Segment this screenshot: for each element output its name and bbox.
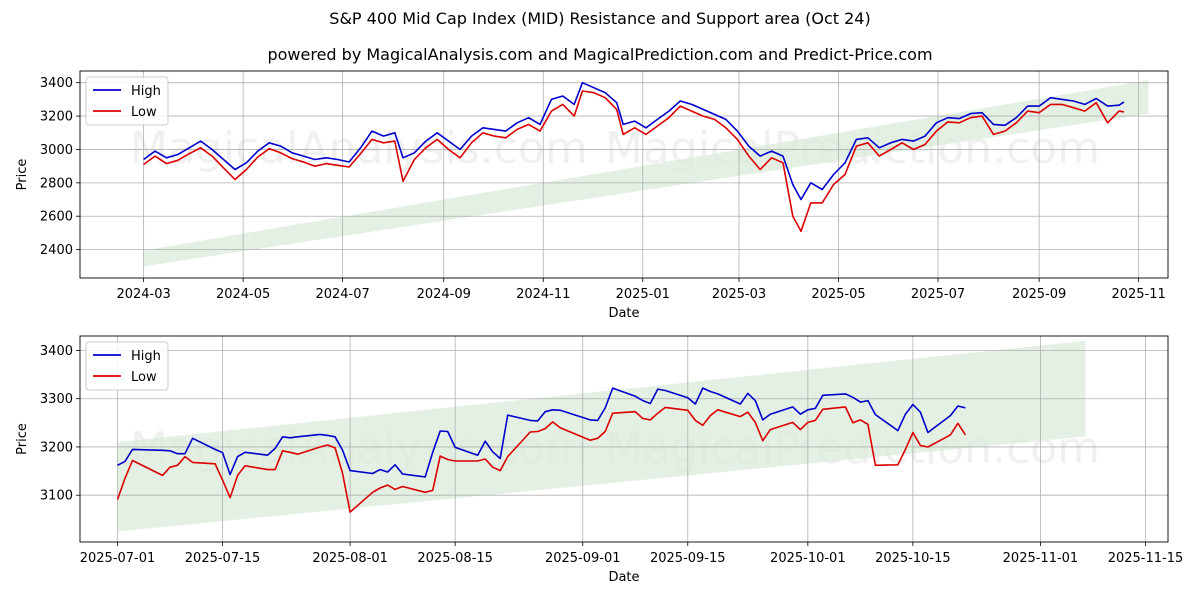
top-legend: High Low xyxy=(85,76,169,126)
bottom-support-resistance-band xyxy=(117,340,1086,532)
top-x-tick-label: 2024-11 xyxy=(516,287,570,302)
chart-subtitle: powered by MagicalAnalysis.com and Magic… xyxy=(267,45,933,64)
top-x-tick-label: 2024-09 xyxy=(417,287,471,302)
bottom-x-axis-label: Date xyxy=(608,570,639,585)
top-x-tick-label: 2025-07 xyxy=(911,287,965,302)
top-y-tick-label: 3400 xyxy=(40,76,73,91)
bottom-legend: High Low xyxy=(85,341,169,391)
top-y-tick-label: 2600 xyxy=(40,210,73,225)
bottom-legend-box xyxy=(85,341,169,391)
top-x-tick-label: 2025-01 xyxy=(616,287,670,302)
top-series-low-line xyxy=(143,90,1125,233)
top-legend-label-high: High xyxy=(131,84,161,99)
bottom-series-low-line xyxy=(116,406,967,513)
bottom-x-tick-label: 2025-08-01 xyxy=(312,551,388,566)
bottom-legend-label-high: High xyxy=(131,349,161,364)
top-watermark-left: MagicalAnalysis.com xyxy=(130,123,588,174)
bottom-y-tick-label: 3200 xyxy=(40,440,73,455)
top-panel: MagicalAnalysis.comMagicalPrediction.com… xyxy=(15,70,1169,321)
top-plot-frame xyxy=(79,70,1169,279)
bottom-x-tick-label: 2025-07-15 xyxy=(185,551,261,566)
bottom-plot-frame xyxy=(79,335,1169,543)
top-y-tick-label: 3200 xyxy=(40,110,73,125)
bottom-y-tick-label: 3100 xyxy=(40,489,73,504)
bottom-x-tick-label: 2025-11-15 xyxy=(1108,551,1184,566)
top-x-tick-label: 2024-05 xyxy=(216,287,270,302)
top-series-high-line xyxy=(143,81,1125,201)
top-x-tick-label: 2025-05 xyxy=(811,287,865,302)
bottom-x-tick-label: 2025-10-01 xyxy=(770,551,846,566)
bottom-y-tick-label: 3300 xyxy=(40,392,73,407)
bottom-x-tick-label: 2025-08-15 xyxy=(417,551,493,566)
top-x-axis-label: Date xyxy=(608,306,639,321)
top-y-tick-label: 2800 xyxy=(40,176,73,191)
top-y-axis-label: Price xyxy=(15,159,30,191)
bottom-x-tick-label: 2025-09-15 xyxy=(650,551,726,566)
top-legend-box xyxy=(85,76,169,126)
top-x-tick-label: 2024-03 xyxy=(116,287,170,302)
top-x-tick-label: 2025-09 xyxy=(1012,287,1066,302)
bottom-legend-label-low: Low xyxy=(131,370,157,385)
top-x-tick-label: 2025-11 xyxy=(1111,287,1165,302)
bottom-series-high-line xyxy=(117,387,966,478)
top-y-tick-label: 3000 xyxy=(40,143,73,158)
bottom-x-tick-label: 2025-10-15 xyxy=(875,551,951,566)
top-legend-label-low: Low xyxy=(131,105,157,120)
bottom-x-tick-label: 2025-11-01 xyxy=(1003,551,1079,566)
bottom-x-tick-label: 2025-09-01 xyxy=(545,551,621,566)
top-y-tick-label: 2400 xyxy=(40,243,73,258)
bottom-panel: MagicalAnalysis.comMagicalPrediction.com… xyxy=(15,335,1184,585)
chart-title: S&P 400 Mid Cap Index (MID) Resistance a… xyxy=(329,9,871,28)
top-support-resistance-band xyxy=(143,80,1149,267)
top-x-tick-label: 2024-07 xyxy=(315,287,369,302)
bottom-x-tick-label: 2025-07-01 xyxy=(80,551,156,566)
top-x-tick-label: 2025-03 xyxy=(712,287,766,302)
bottom-y-tick-label: 3400 xyxy=(40,344,73,359)
bottom-y-axis-label: Price xyxy=(15,423,30,455)
